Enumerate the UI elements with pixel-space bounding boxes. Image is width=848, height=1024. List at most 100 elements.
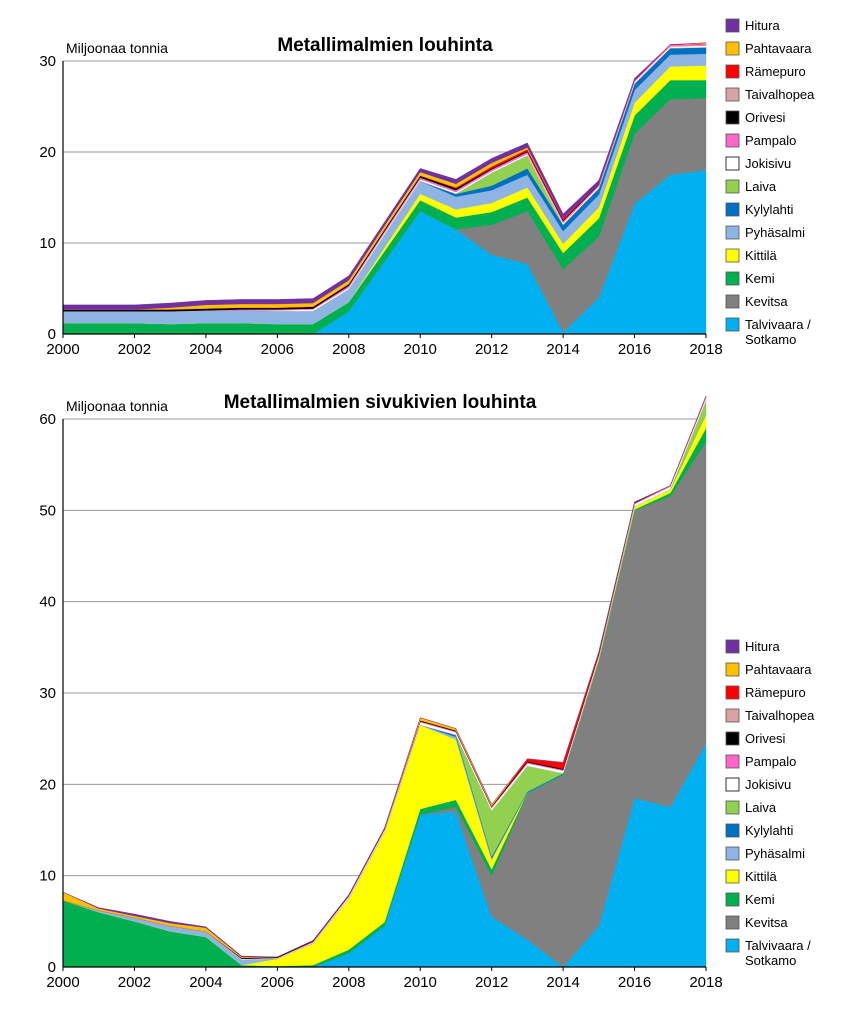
sivukivi-legend-label: Kylylahti: [745, 823, 794, 838]
sivukivi-legend-swatch: [725, 754, 740, 769]
louhinta-x-tick-label: 2008: [332, 341, 365, 358]
louhinta-legend-swatch: [725, 248, 740, 263]
louhinta-legend-label: Pampalo: [745, 133, 796, 148]
sivukivi-legend-item-laiva: Laiva: [725, 800, 777, 815]
louhinta-y-tick-label: 20: [39, 144, 56, 161]
sivukivi-legend-swatch: [725, 915, 740, 930]
louhinta-x-tick-label: 2004: [189, 341, 222, 358]
louhinta-legend-swatch: [725, 294, 740, 309]
sivukivi-x-tick-label: 2000: [46, 974, 79, 991]
sivukivi-legend-label: Rämepuro: [745, 685, 806, 700]
louhinta-legend-item-kemi: Kemi: [725, 271, 775, 286]
sivukivi-x-tick-label: 2004: [189, 974, 222, 991]
sivukivi-x-tick-label: 2014: [546, 974, 579, 991]
louhinta-legend-item-ramepuro: Rämepuro: [725, 64, 806, 79]
louhinta-legend: Hitura Pahtavaara Rämepuro Taivalhopea Orive…: [725, 18, 815, 347]
sivukivi-legend-item-pyhasalmi: Pyhäsalmi: [725, 846, 805, 861]
louhinta-legend-label: Pyhäsalmi: [745, 225, 805, 240]
sivukivi-legend-item-kittila: Kittilä: [725, 869, 778, 884]
sivukivi-legend-label: Orivesi: [745, 731, 786, 746]
louhinta-legend-swatch: [725, 133, 740, 148]
louhinta-legend-label: Laiva: [745, 179, 777, 194]
sivukivi-x-tick-label: 2010: [404, 974, 437, 991]
sivukivi-legend-label: Pampalo: [745, 754, 796, 769]
sivukivi-legend-swatch: [725, 777, 740, 792]
louhinta-legend-label: Kylylahti: [745, 202, 794, 217]
louhinta-chart: 0102030Talvivaara / SotkamoKevitsaKemiKi…: [39, 18, 815, 358]
sivukivi-legend-label: Pyhäsalmi: [745, 846, 805, 861]
sivukivi-legend-swatch: [725, 892, 740, 907]
sivukivi-y-axis-label: Miljoonaa tonnia: [66, 398, 168, 414]
louhinta-x-tick-label: 2018: [689, 341, 722, 358]
louhinta-legend-label-cont: Sotkamo: [745, 332, 796, 347]
sivukivi-legend-swatch: [725, 731, 740, 746]
sivukivi-legend-item-pampalo: Pampalo: [725, 754, 796, 769]
sivukivi-x-tick-label: 2008: [332, 974, 365, 991]
louhinta-x-tick-label: 2000: [46, 341, 79, 358]
sivukivi-legend-item-jokisivu: Jokisivu: [725, 777, 791, 792]
sivukivi-y-tick-label: 0: [48, 959, 56, 976]
sivukivi-legend-label: Jokisivu: [745, 777, 791, 792]
louhinta-legend-item-pampalo: Pampalo: [725, 133, 796, 148]
sivukivi-legend-swatch: [725, 662, 740, 677]
sivukivi-y-tick-label: 50: [39, 502, 56, 519]
louhinta-legend-label: Kemi: [745, 271, 775, 286]
sivukivi-legend-swatch: [725, 685, 740, 700]
sivukivi-legend-swatch: [725, 869, 740, 884]
sivukivi-legend-swatch: [725, 938, 740, 953]
louhinta-chart-title: Metallimalmien louhinta: [277, 35, 493, 56]
sivukivi-x-tick-label: 2002: [118, 974, 151, 991]
sivukivi-x-tick-label: 2018: [689, 974, 722, 991]
sivukivi-legend-label: Hitura: [745, 639, 780, 654]
sivukivi-y-tick-label: 30: [39, 685, 56, 702]
sivukivi-legend-item-hitura: Hitura: [725, 639, 780, 654]
louhinta-legend-swatch: [725, 41, 740, 56]
louhinta-legend-swatch: [725, 202, 740, 217]
sivukivi-legend-label-cont: Sotkamo: [745, 953, 796, 968]
sivukivi-chart: 0102030405060Talvivaara / SotkamoKevitsa…: [39, 392, 815, 991]
sivukivi-x-tick-label: 2006: [261, 974, 294, 991]
louhinta-y-tick-label: 0: [48, 326, 56, 343]
louhinta-legend-swatch: [725, 317, 740, 332]
louhinta-legend-label: Hitura: [745, 18, 780, 33]
sivukivi-x-tick-label: 2016: [618, 974, 651, 991]
louhinta-legend-item-pyhasalmi: Pyhäsalmi: [725, 225, 805, 240]
louhinta-legend-label: Jokisivu: [745, 156, 791, 171]
sivukivi-legend-swatch: [725, 708, 740, 723]
sivukivi-legend-item-kemi: Kemi: [725, 892, 775, 907]
sivukivi-legend-label: Taivalhopea: [745, 708, 815, 723]
louhinta-area-hitura: Hitura: [62, 42, 707, 310]
sivukivi-legend-item-kylylahti: Kylylahti: [725, 823, 794, 838]
louhinta-legend-item-talvivaara-sotkamo: Talvivaara /Sotkamo: [725, 317, 811, 347]
louhinta-y-tick-label: 10: [39, 235, 56, 252]
sivukivi-legend-item-talvivaara-sotkamo: Talvivaara /Sotkamo: [725, 938, 811, 968]
louhinta-legend-item-pahtavaara: Pahtavaara: [725, 41, 812, 56]
louhinta-areas: Talvivaara / SotkamoKevitsaKemiKittiläPy…: [62, 42, 707, 335]
louhinta-legend-item-kevitsa: Kevitsa: [725, 294, 788, 309]
louhinta-legend-label: Taivalhopea: [745, 87, 815, 102]
sivukivi-legend-swatch: [725, 823, 740, 838]
sivukivi-legend-label: Kevitsa: [745, 915, 788, 930]
louhinta-y-axis-label: Miljoonaa tonnia: [66, 40, 168, 56]
sivukivi-legend-item-taivalhopea: Taivalhopea: [725, 708, 815, 723]
louhinta-x-tick-label: 2014: [546, 341, 579, 358]
sivukivi-legend-swatch: [725, 846, 740, 861]
louhinta-legend-item-kittila: Kittilä: [725, 248, 778, 263]
louhinta-legend-item-hitura: Hitura: [725, 18, 780, 33]
sivukivi-y-tick-label: 20: [39, 776, 56, 793]
sivukivi-chart-title: Metallimalmien sivukivien louhinta: [224, 392, 537, 413]
louhinta-legend-item-orivesi: Orivesi: [725, 110, 786, 125]
louhinta-legend-item-jokisivu: Jokisivu: [725, 156, 791, 171]
louhinta-x-tick-label: 2006: [261, 341, 294, 358]
sivukivi-areas: Talvivaara / SotkamoKevitsaKemiKittiläPy…: [62, 396, 707, 968]
louhinta-x-tick-label: 2002: [118, 341, 151, 358]
louhinta-legend-label: Talvivaara /: [745, 317, 811, 332]
louhinta-legend-label: Pahtavaara: [745, 41, 812, 56]
sivukivi-x-tick-label: 2012: [475, 974, 508, 991]
louhinta-y-tick-label: 30: [39, 53, 56, 70]
sivukivi-legend: Hitura Pahtavaara Rämepuro Taivalhopea Orive…: [725, 639, 815, 968]
louhinta-legend-swatch: [725, 18, 740, 33]
louhinta-legend-label: Rämepuro: [745, 64, 806, 79]
sivukivi-legend-swatch: [725, 639, 740, 654]
